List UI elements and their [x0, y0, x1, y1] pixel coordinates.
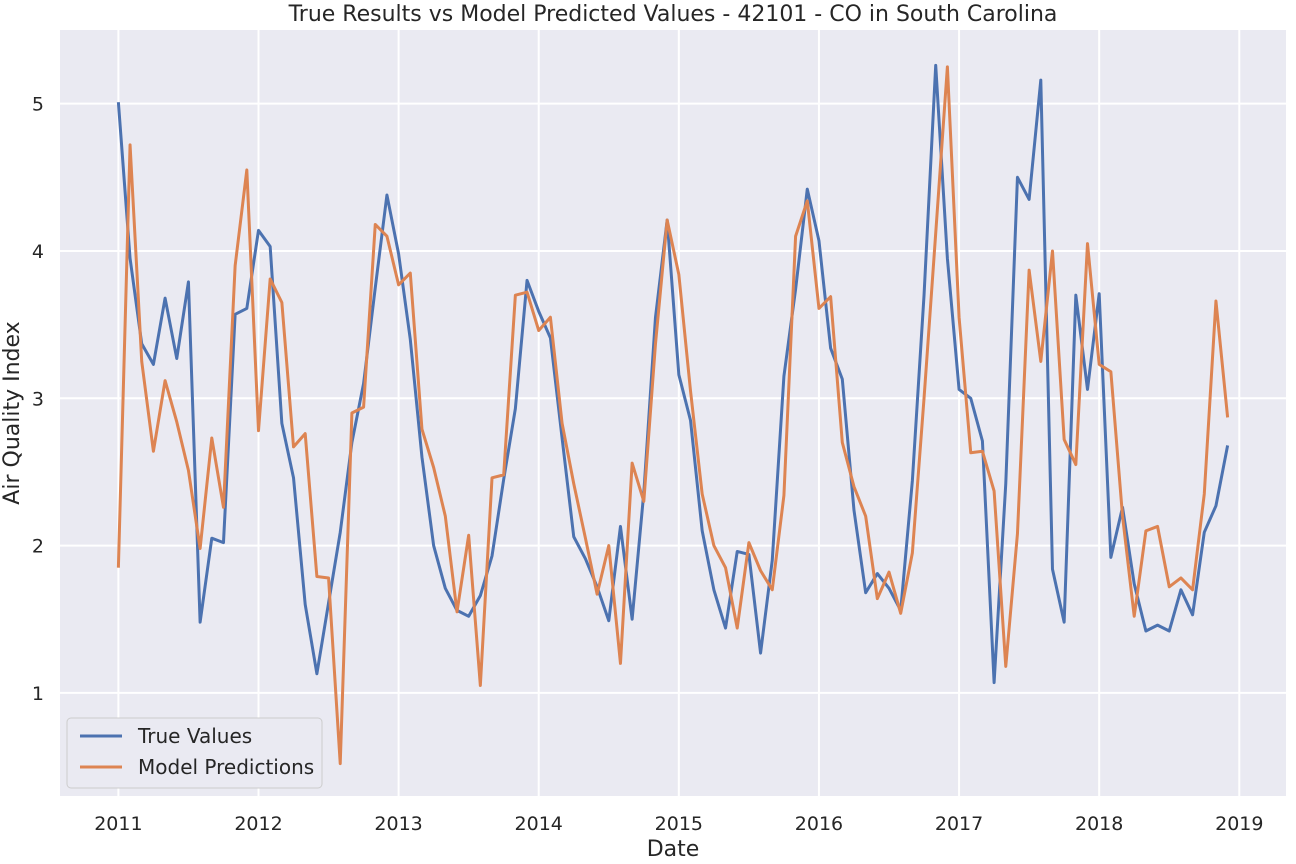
- y-tick-label: 2: [32, 536, 44, 558]
- y-tick-label: 4: [32, 241, 44, 263]
- chart-title: True Results vs Model Predicted Values -…: [288, 2, 1058, 27]
- x-tick-label: 2015: [655, 813, 703, 835]
- y-tick-label: 1: [32, 683, 44, 705]
- series-line-true-values: [116, 63, 1230, 685]
- y-axis-title: Air Quality Index: [0, 321, 25, 504]
- x-tick-label: 2013: [374, 813, 422, 835]
- x-axis-ticks: 2011 2012 2013 2014 2015 2016 2017 2018 2019: [94, 813, 1263, 835]
- x-tick-label: 2017: [935, 813, 983, 835]
- y-tick-label: 5: [32, 94, 44, 116]
- x-axis-title: Date: [647, 837, 700, 862]
- legend-label-true-values: True Values: [137, 724, 252, 748]
- legend-label-model-predictions: Model Predictions: [138, 755, 314, 779]
- series-lines: [116, 63, 1230, 766]
- legend-box: [66, 717, 323, 789]
- y-axis-ticks: 1 2 3 4 5: [32, 94, 44, 705]
- series-line-model-predictions: [116, 65, 1230, 766]
- x-tick-label: 2016: [795, 813, 843, 835]
- x-tick-label: 2018: [1075, 813, 1123, 835]
- x-tick-label: 2012: [234, 813, 282, 835]
- x-tick-label: 2019: [1215, 813, 1263, 835]
- legend: True Values Model Predictions: [66, 717, 323, 789]
- y-tick-label: 3: [32, 388, 44, 410]
- x-tick-label: 2011: [94, 813, 142, 835]
- plot-background: [60, 30, 1286, 796]
- x-tick-label: 2014: [515, 813, 563, 835]
